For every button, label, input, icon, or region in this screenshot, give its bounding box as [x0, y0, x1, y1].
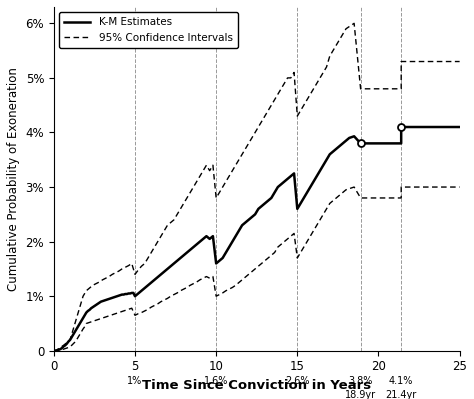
Text: 18.9yr: 18.9yr: [345, 390, 376, 399]
Text: 1.6%: 1.6%: [204, 376, 228, 386]
Text: 2.6%: 2.6%: [285, 376, 310, 386]
Legend: K-M Estimates, 95% Confidence Intervals: K-M Estimates, 95% Confidence Intervals: [59, 12, 238, 48]
Text: 3.8%: 3.8%: [348, 376, 373, 386]
Text: 21.4yr: 21.4yr: [385, 390, 417, 399]
Text: 4.1%: 4.1%: [389, 376, 413, 386]
X-axis label: Time Since Conviction in Years: Time Since Conviction in Years: [142, 379, 371, 392]
Text: 1%: 1%: [128, 376, 143, 386]
Y-axis label: Cumulative Probability of Exoneration: Cumulative Probability of Exoneration: [7, 67, 20, 291]
